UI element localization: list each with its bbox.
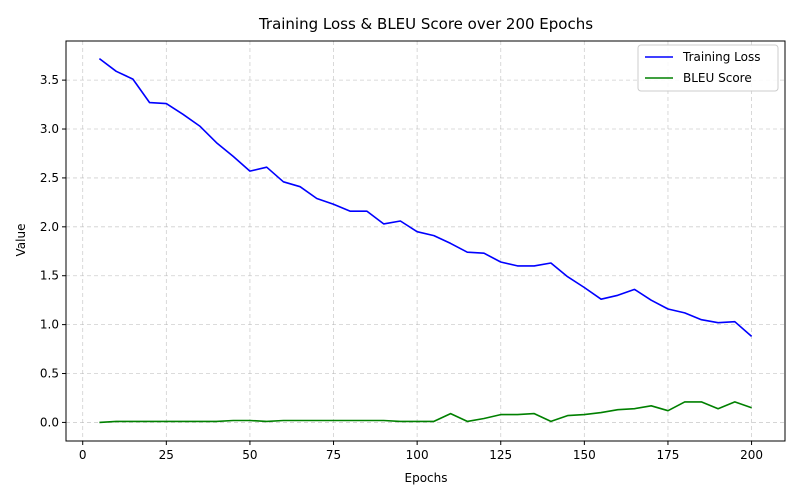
series-line-bleu-score — [99, 401, 752, 424]
x-tick-label: 0 — [79, 448, 87, 462]
x-tick-label: 175 — [657, 448, 680, 462]
y-tick-label: 1.0 — [40, 318, 59, 332]
y-tick-label: 2.0 — [40, 220, 59, 234]
plot-frame — [65, 40, 786, 442]
series-line-training-loss — [98, 57, 753, 338]
x-tick-label: 125 — [489, 448, 512, 462]
y-tick-label: 3.0 — [40, 122, 59, 136]
y-tick-label: 3.5 — [40, 73, 59, 87]
x-tick-label: 75 — [326, 448, 341, 462]
y-tick-label: 0.5 — [40, 367, 59, 381]
y-tick-label: 0.0 — [40, 415, 59, 429]
x-tick-label: 200 — [740, 448, 763, 462]
legend-entry: BLEU Score — [683, 71, 752, 85]
legend-entry: Training Loss — [682, 50, 760, 64]
series-layer — [98, 57, 753, 424]
grid-layer — [66, 41, 785, 441]
chart-title: Training Loss & BLEU Score over 200 Epoc… — [258, 15, 593, 33]
x-tick-label: 50 — [242, 448, 257, 462]
y-tick-label: 2.5 — [40, 171, 59, 185]
legend: Training Loss BLEU Score — [637, 44, 779, 92]
y-axis-label: Value — [14, 224, 28, 257]
x-tick-label: 150 — [573, 448, 596, 462]
x-axis-label: Epochs — [405, 471, 448, 485]
x-tick-label: 25 — [159, 448, 174, 462]
y-tick-label: 1.5 — [40, 269, 59, 283]
x-tick-label: 100 — [406, 448, 429, 462]
ticks-layer: 0 25 50 75 100 125 150 175 200 0.0 0.5 1.0 1.5 2.0 2.5… — [40, 73, 763, 462]
